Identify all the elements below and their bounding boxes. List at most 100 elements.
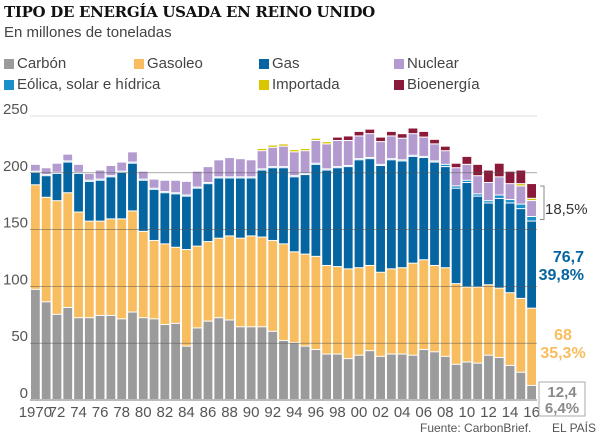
- x-tick-label: 84: [178, 404, 195, 421]
- bar-segment-1971-0: [41, 302, 51, 399]
- bar-segment-2009-2: [451, 188, 461, 284]
- legend-label: Carbón: [17, 55, 67, 72]
- bar-segment-2015-6: [516, 170, 526, 184]
- y-tick-label: 50: [11, 328, 28, 345]
- legend-swatch-gasoleo: [134, 58, 144, 69]
- bar-segment-2010-3: [462, 180, 472, 183]
- bar-segment-1976-4: [95, 170, 105, 179]
- bar-segment-1971-2: [41, 176, 51, 197]
- bar-segment-1996-5: [311, 138, 321, 140]
- bar-segment-2006-4: [419, 137, 429, 156]
- y-tick-label: 0: [20, 385, 28, 402]
- legend-swatch-gas: [259, 58, 269, 69]
- bar-segment-2016-3: [527, 216, 536, 221]
- bar-segment-2013-6: [494, 163, 504, 177]
- bar-segment-1986-0: [203, 321, 213, 399]
- bar-segment-1997-2: [322, 170, 332, 265]
- legend-label: Eólica, solar e hídrica: [17, 76, 161, 93]
- x-tick-label: 92: [264, 404, 281, 421]
- bar-segment-1981-1: [149, 240, 159, 319]
- bar-segment-2006-6: [419, 131, 429, 137]
- bar-segment-1990-2: [246, 178, 256, 236]
- bar-segment-2001-1: [365, 265, 375, 351]
- bar-segment-2008-0: [440, 356, 450, 399]
- bar-segment-1995-0: [300, 346, 310, 399]
- bar-segment-1985-2: [192, 188, 202, 246]
- bar-segment-1995-5: [300, 148, 310, 151]
- bar-segment-2016-2: [527, 221, 536, 308]
- bar-segment-1989-4: [235, 159, 245, 177]
- bar-segment-2014-4: [505, 184, 515, 200]
- bar-segment-2015-0: [516, 372, 526, 399]
- bar-segment-1978-4: [117, 162, 127, 171]
- bar-segment-2007-6: [430, 139, 439, 144]
- y-axis: 0 50 100 150 200 250: [3, 101, 28, 402]
- legend-item-gas: Gas: [259, 55, 300, 72]
- bar-segment-1974-0: [74, 318, 83, 399]
- bar-segment-2010-1: [462, 287, 472, 362]
- bar-segment-2008-3: [440, 164, 450, 167]
- bar-segment-1997-0: [322, 354, 332, 399]
- legend-swatch-renovables: [4, 79, 14, 90]
- bar-segment-1994-1: [289, 252, 299, 343]
- bar-segment-1970-4: [31, 164, 40, 171]
- bar-segment-1984-2: [182, 196, 191, 250]
- bar-segment-2007-1: [430, 265, 439, 352]
- bar-segment-2004-6: [397, 134, 407, 138]
- bar-segment-1987-1: [214, 238, 224, 318]
- bar-segment-1983-2: [171, 194, 181, 247]
- bar-segment-2009-4: [451, 168, 461, 186]
- bar-segment-1998-4: [333, 140, 342, 167]
- legend-swatch-importada: [259, 79, 269, 90]
- bar-segment-2009-6: [451, 163, 461, 168]
- bar-segment-2012-6: [484, 170, 493, 183]
- bar-segment-2004-0: [397, 354, 407, 399]
- bar-segment-1975-1: [84, 221, 94, 318]
- bar-segment-2003-1: [386, 269, 396, 354]
- bar-segment-2000-1: [354, 268, 364, 355]
- bar-segment-1984-4: [182, 181, 191, 195]
- bar-segment-2004-1: [397, 268, 407, 354]
- x-tick-label: 96: [308, 404, 325, 421]
- bar-segment-1998-0: [333, 354, 342, 399]
- bar-segment-2012-4: [484, 183, 493, 201]
- bar-segment-2004-4: [397, 138, 407, 160]
- bar-segment-2010-0: [462, 362, 472, 399]
- bar-segment-1976-2: [95, 180, 105, 221]
- bar-segment-1976-1: [95, 221, 105, 315]
- bar-segment-2016-5: [527, 198, 536, 201]
- y-tick-label: 200: [3, 158, 28, 175]
- legend-swatch-bioenergia: [394, 79, 404, 90]
- x-tick-label: 78: [113, 404, 130, 421]
- bar-segment-2014-2: [505, 203, 515, 293]
- bar-segment-1982-0: [160, 325, 170, 399]
- bar-segment-1986-1: [203, 242, 213, 321]
- bar-segment-1979-1: [128, 211, 137, 312]
- bar-segment-2011-0: [473, 363, 483, 399]
- bar-segment-2009-1: [451, 284, 461, 364]
- bar-segment-1983-0: [171, 323, 181, 399]
- bar-segment-2011-6: [473, 164, 483, 176]
- bar-segment-1996-1: [311, 256, 321, 350]
- bar-segment-2012-3: [484, 201, 493, 203]
- bar-segment-1988-0: [225, 320, 234, 399]
- annotation-gas-pct: 39,8%: [539, 267, 584, 284]
- bar-segment-1999-4: [343, 140, 353, 165]
- bar-segment-2014-0: [505, 365, 515, 399]
- chart-subtitle: En millones de toneladas: [4, 24, 172, 41]
- bar-segment-1972-0: [52, 314, 62, 399]
- bar-segment-2009-0: [451, 364, 461, 399]
- bar-segment-1975-4: [84, 173, 94, 180]
- bar-segment-1991-0: [257, 327, 267, 399]
- bar-segment-1997-4: [322, 144, 332, 169]
- bar-segment-2002-0: [376, 356, 385, 399]
- legend-item-bioenergia: Bioenergía: [394, 76, 480, 93]
- x-tick-label: 10: [459, 404, 476, 421]
- bar-segment-1995-2: [300, 175, 310, 254]
- bar-segment-1995-4: [300, 151, 310, 173]
- bar-segment-1992-0: [268, 331, 278, 399]
- bar-segment-2015-5: [516, 184, 526, 186]
- bar-segment-2002-2: [376, 165, 385, 272]
- bar-segment-2001-0: [365, 351, 375, 399]
